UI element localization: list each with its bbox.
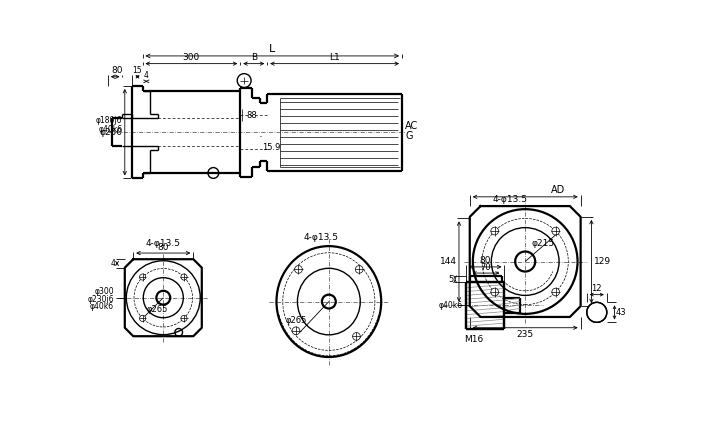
Text: 80: 80 [158, 243, 169, 252]
Text: AC: AC [405, 121, 419, 131]
Text: φ250: φ250 [100, 128, 122, 137]
Circle shape [356, 266, 363, 273]
Circle shape [552, 288, 559, 296]
Text: φ300: φ300 [95, 287, 114, 296]
Text: 15: 15 [133, 66, 142, 75]
Text: φ215: φ215 [532, 239, 554, 248]
Text: 4-φ13.5: 4-φ13.5 [146, 240, 181, 248]
Circle shape [292, 327, 300, 335]
Text: L: L [269, 44, 275, 54]
Text: 12: 12 [592, 284, 602, 293]
Text: 144: 144 [440, 257, 457, 266]
Circle shape [139, 316, 146, 322]
Text: 15.9: 15.9 [262, 143, 280, 152]
Text: 88: 88 [247, 111, 257, 120]
Text: 80: 80 [479, 256, 491, 265]
Text: 70: 70 [481, 263, 491, 272]
Text: 4-φ13.5: 4-φ13.5 [303, 233, 339, 242]
Text: 43: 43 [616, 308, 626, 317]
Text: 300: 300 [183, 53, 200, 62]
Circle shape [491, 227, 498, 235]
Text: M16: M16 [464, 335, 484, 344]
Text: 129: 129 [594, 257, 611, 266]
Text: φ40k6: φ40k6 [98, 125, 122, 134]
Text: φ265: φ265 [146, 305, 168, 314]
Text: φ180j6: φ180j6 [96, 116, 122, 125]
Text: 4: 4 [144, 71, 148, 80]
Circle shape [587, 302, 607, 322]
Text: 5: 5 [448, 275, 454, 284]
Text: G: G [405, 131, 413, 141]
Circle shape [295, 266, 303, 273]
Text: L1: L1 [329, 53, 340, 62]
Text: φ230j6: φ230j6 [88, 295, 114, 304]
Circle shape [139, 274, 146, 280]
Text: 4: 4 [111, 259, 115, 268]
Text: φ40k6: φ40k6 [90, 302, 114, 312]
Text: φ265: φ265 [286, 316, 307, 326]
Text: 4-φ13.5: 4-φ13.5 [492, 195, 527, 204]
Circle shape [552, 227, 559, 235]
Text: 80: 80 [111, 66, 123, 75]
Text: B: B [251, 53, 257, 62]
Circle shape [491, 288, 498, 296]
Text: AD: AD [551, 185, 566, 195]
Text: φ40k6: φ40k6 [439, 301, 463, 310]
Text: 235: 235 [517, 330, 534, 339]
Circle shape [353, 332, 361, 340]
Circle shape [181, 316, 187, 322]
Circle shape [181, 274, 187, 280]
